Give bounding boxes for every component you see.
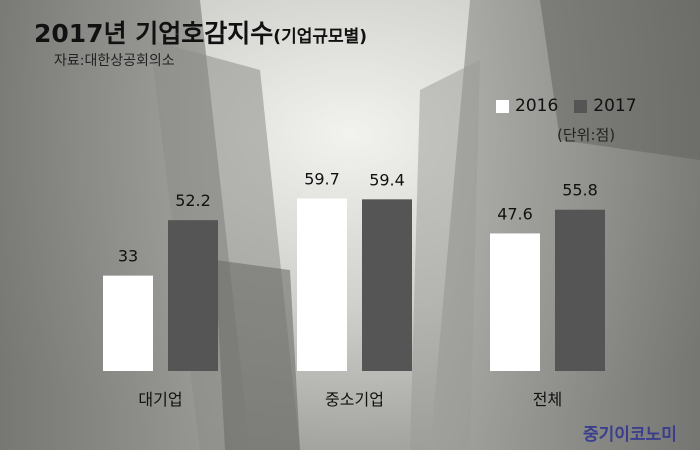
data-label-sme-2016: 59.7 xyxy=(304,169,340,188)
legend-swatch-2017 xyxy=(574,99,588,113)
bar-large-company-2017 xyxy=(168,220,218,371)
bar-large-company-2016 xyxy=(103,275,153,371)
bar-sme-2016 xyxy=(297,198,347,371)
chart-title-main: 2017년 기업호감지수 xyxy=(34,19,274,48)
bar-total-2017 xyxy=(555,209,605,371)
data-label-total-2016: 47.6 xyxy=(497,204,533,223)
brand-logo-text: 중기이코노미 xyxy=(583,425,677,445)
category-label-total: 전체 xyxy=(533,390,562,409)
data-label-sme-2017: 59.4 xyxy=(369,170,405,189)
data-label-large-company-2016: 33 xyxy=(118,247,138,266)
source-label: 자료:대한상공회의소 xyxy=(54,53,175,69)
category-label-sme: 중소기업 xyxy=(325,390,384,409)
data-label-total-2017: 55.8 xyxy=(562,181,598,200)
bar-total-2016 xyxy=(490,233,540,371)
bar-sme-2017 xyxy=(362,199,412,371)
unit-label: (단위:점) xyxy=(557,126,616,144)
chart-title: 2017년 기업호감지수(기업규모별) xyxy=(34,14,367,50)
category-label-large-company: 대기업 xyxy=(138,390,182,409)
data-label-large-company-2017: 52.2 xyxy=(175,191,211,210)
chart-legend: 2016 2017 xyxy=(496,96,637,116)
legend-label-2017: 2017 xyxy=(593,96,637,116)
chart-title-suffix: (기업규모별) xyxy=(273,27,368,47)
legend-swatch-2016 xyxy=(496,99,509,113)
legend-label-2016: 2016 xyxy=(515,96,559,116)
